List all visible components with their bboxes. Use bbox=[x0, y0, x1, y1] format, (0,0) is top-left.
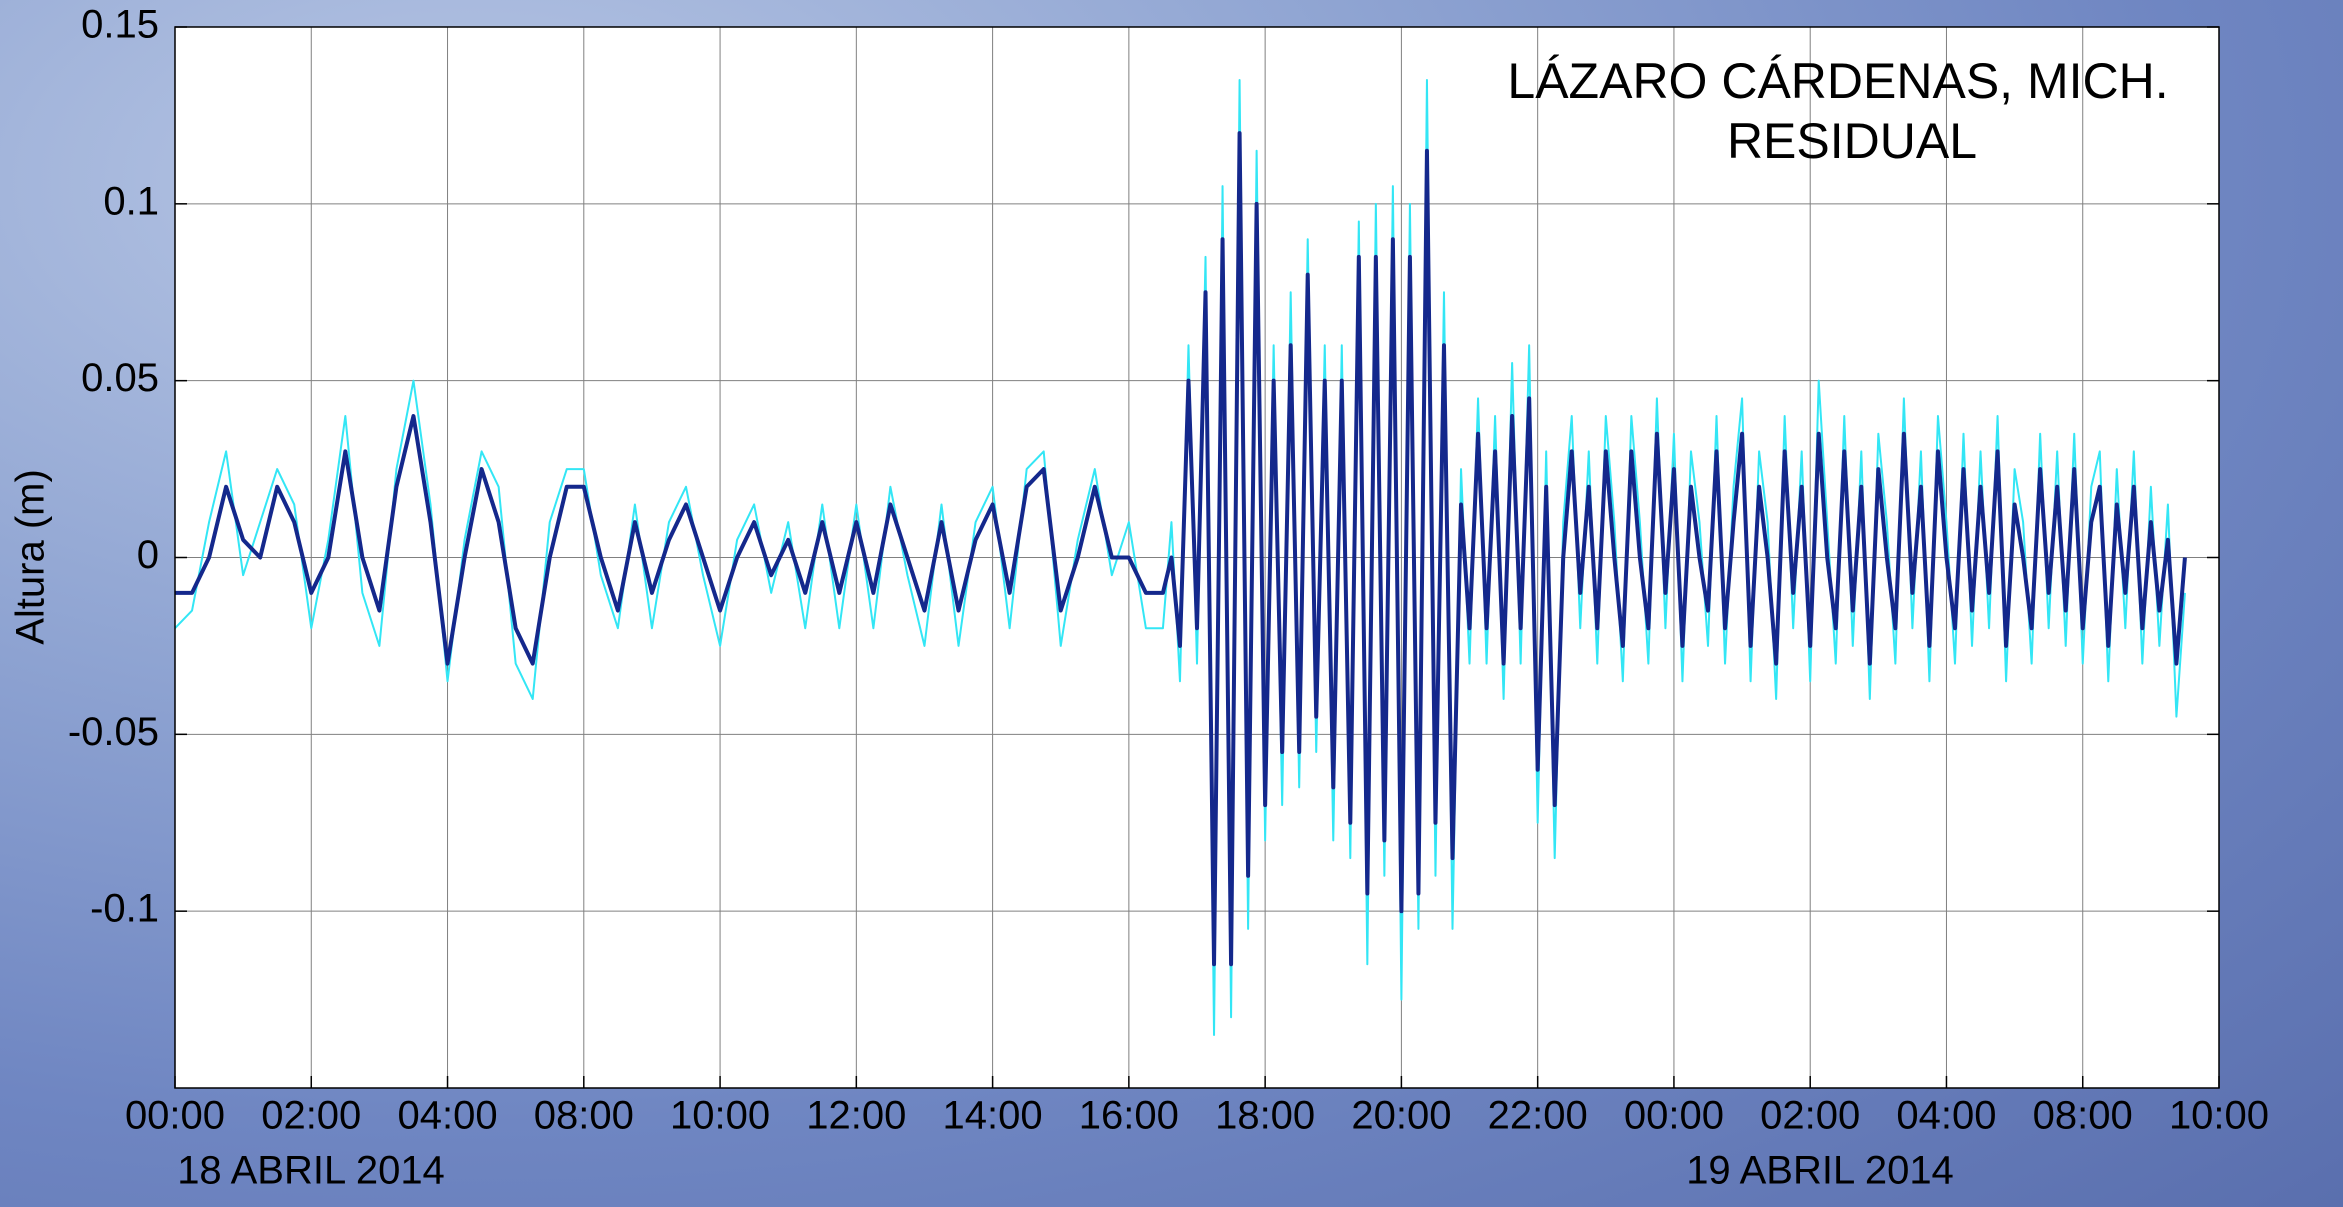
y-tick-label: 0.1 bbox=[103, 179, 159, 223]
x-tick-label: 10:00 bbox=[670, 1094, 770, 1138]
x-tick-label: 18:00 bbox=[1215, 1094, 1315, 1138]
y-tick-label: -0.1 bbox=[90, 887, 159, 931]
y-tick-label: -0.05 bbox=[68, 710, 159, 754]
x-tick-label: 12:00 bbox=[806, 1094, 906, 1138]
x-tick-label: 20:00 bbox=[1351, 1094, 1451, 1138]
x-tick-label: 08:00 bbox=[534, 1094, 634, 1138]
y-tick-label: 0.15 bbox=[81, 3, 159, 47]
lines bbox=[174, 79, 2187, 1036]
chart-subtitle: RESIDUAL bbox=[1727, 113, 1977, 169]
x-tick-label: 02:00 bbox=[261, 1094, 361, 1138]
series-line bbox=[175, 131, 2187, 967]
x-tick-label: 00:00 bbox=[1624, 1094, 1724, 1138]
y-axis-label: Altura (m) bbox=[9, 469, 53, 645]
x-tick-label: 08:00 bbox=[2033, 1094, 2133, 1138]
y-tick-label: 0.05 bbox=[81, 356, 159, 400]
date-label: 19 ABRIL 2014 bbox=[1686, 1149, 1954, 1193]
x-tick-label: 04:00 bbox=[1896, 1094, 1996, 1138]
date-label: 18 ABRIL 2014 bbox=[177, 1149, 445, 1193]
x-tick-label: 00:00 bbox=[125, 1094, 225, 1138]
x-tick-label: 04:00 bbox=[397, 1094, 497, 1138]
x-tick-label: 22:00 bbox=[1488, 1094, 1588, 1138]
chart-title: LÁZARO CÁRDENAS, MICH. bbox=[1507, 53, 2168, 109]
x-tick-label: 14:00 bbox=[943, 1094, 1043, 1138]
x-tick-label: 02:00 bbox=[1760, 1094, 1860, 1138]
y-tick-label: 0 bbox=[137, 533, 159, 577]
x-tick-label: 10:00 bbox=[2169, 1094, 2269, 1138]
x-tick-label: 16:00 bbox=[1079, 1094, 1179, 1138]
